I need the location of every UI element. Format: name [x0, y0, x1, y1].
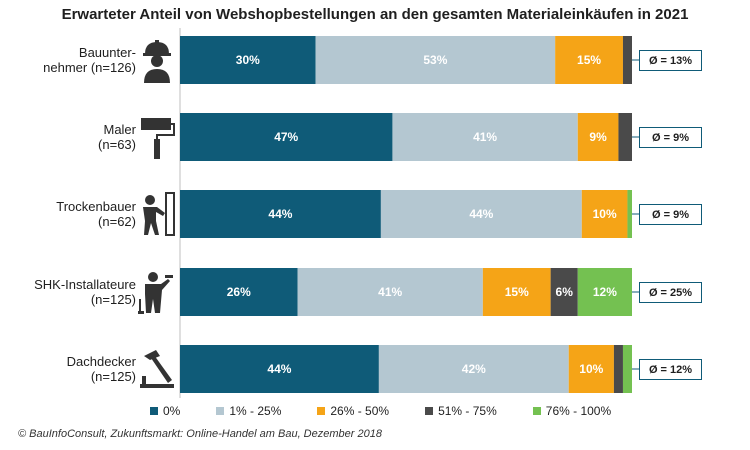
- average-box: Ø = 9%: [639, 204, 702, 225]
- average-box: Ø = 13%: [639, 50, 702, 71]
- legend-swatch: [216, 407, 225, 415]
- bar-segment: [622, 345, 632, 393]
- category-label: Bauunter-nehmer (n=126): [43, 45, 136, 75]
- paint-roller-icon: [138, 114, 176, 160]
- average-box: Ø = 9%: [639, 127, 702, 148]
- legend-swatch: [425, 407, 434, 415]
- source-note: © BauInfoConsult, Zukunftsmarkt: Online-…: [18, 428, 382, 440]
- bar-segment: [555, 36, 623, 84]
- bar-segment: [180, 268, 298, 316]
- legend-label: 51% - 75%: [438, 404, 497, 418]
- category-label: Dachdecker (n=125): [66, 354, 136, 384]
- legend-label: 0%: [163, 404, 181, 418]
- category-label: Trockenbauer (n=62): [56, 199, 136, 229]
- bar-segment: [378, 345, 569, 393]
- data-label: 44%: [267, 362, 291, 376]
- average-box: Ø = 12%: [639, 359, 702, 380]
- bar-segment: [577, 113, 619, 161]
- data-label: 42%: [462, 362, 486, 376]
- data-label: 12%: [593, 285, 617, 299]
- legend-item: 1% - 25%: [216, 404, 281, 418]
- data-label: 53%: [423, 53, 447, 67]
- bar-segment: [622, 36, 632, 84]
- bar-segment: [577, 268, 632, 316]
- legend-item: 26% - 50%: [317, 404, 389, 418]
- legend-label: 76% - 100%: [545, 404, 612, 418]
- category-label: Maler (n=63): [98, 122, 136, 152]
- bar-segment: [180, 36, 316, 84]
- average-box: Ø = 25%: [639, 282, 702, 303]
- data-label: 15%: [505, 285, 529, 299]
- data-label: 15%: [577, 53, 601, 67]
- bar-segment: [180, 190, 381, 238]
- legend-item: 0%: [150, 404, 180, 418]
- data-label: 44%: [469, 207, 493, 221]
- data-label: 10%: [593, 207, 617, 221]
- bar-segment: [180, 345, 379, 393]
- data-label: 10%: [579, 362, 603, 376]
- legend-swatch: [532, 407, 541, 415]
- legend-label: 26% - 50%: [330, 404, 390, 418]
- data-label: 26%: [227, 285, 251, 299]
- chart-title: Erwarteter Anteil von Webshopbestellunge…: [61, 6, 689, 23]
- legend: 0% 1% - 25% 26% - 50% 51% - 75% 76% - 100%: [150, 404, 611, 418]
- bar-segment: [315, 36, 556, 84]
- bar-segment: [581, 190, 628, 238]
- bar-segment: [613, 345, 623, 393]
- bar-segment: [392, 113, 578, 161]
- data-label: 41%: [473, 130, 497, 144]
- category-label: SHK-Installateure (n=125): [34, 277, 136, 307]
- bar-segment: [550, 268, 578, 316]
- data-label: 6%: [556, 285, 574, 299]
- bar-segment: [627, 190, 632, 238]
- bar-segment: [618, 113, 632, 161]
- legend-item: 76% - 100%: [532, 404, 612, 418]
- legend-label: 1% - 25%: [229, 404, 282, 418]
- legend-swatch: [317, 407, 326, 415]
- data-label: 47%: [274, 130, 298, 144]
- bar-segment: [180, 113, 393, 161]
- legend-item: 51% - 75%: [425, 404, 497, 418]
- drywall-worker-icon: [138, 191, 176, 237]
- legend-swatch: [150, 407, 158, 415]
- data-label: 41%: [378, 285, 402, 299]
- bar-segment: [568, 345, 614, 393]
- plumber-icon: [138, 269, 176, 315]
- data-label: 44%: [268, 207, 292, 221]
- bar-segment: [482, 268, 551, 316]
- bar-segment: [380, 190, 582, 238]
- bar-segment: [297, 268, 483, 316]
- data-label: 9%: [589, 130, 607, 144]
- construction-worker-icon: [138, 37, 176, 83]
- roofer-hammer-icon: [138, 346, 176, 392]
- data-label: 30%: [236, 53, 260, 67]
